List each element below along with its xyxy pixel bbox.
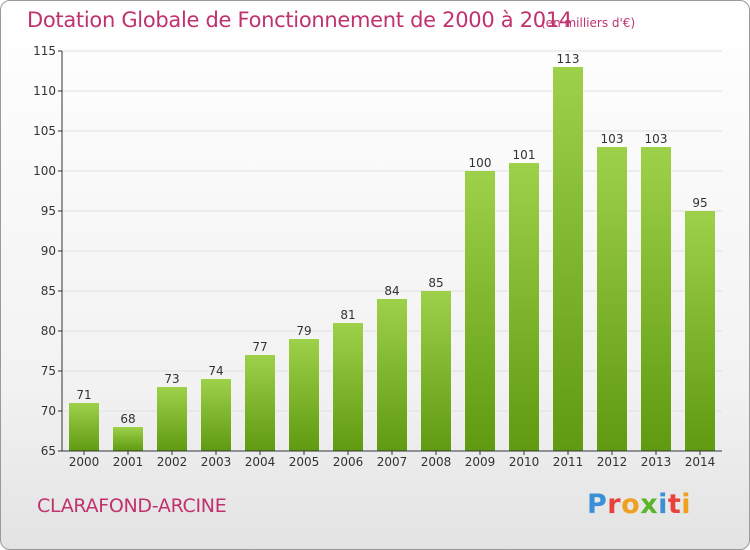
axis-layer: 65 70 75 80 85 90 95 100 105 110 115 2000 2001 2002 20…: [33, 44, 722, 469]
bar-value-label: 77: [252, 340, 267, 354]
bar: [113, 427, 143, 451]
bar-value-label: 100: [469, 156, 492, 170]
x-tick-label: 2005: [289, 455, 320, 469]
x-tick-label: 2010: [509, 455, 540, 469]
y-tick-label: 105: [33, 124, 56, 138]
bar: [201, 379, 231, 451]
bar: [289, 339, 319, 451]
y-tick-label: 80: [41, 324, 56, 338]
bar-value-label: 101: [513, 148, 536, 162]
bar-value-label: 113: [557, 52, 580, 66]
bar: [333, 323, 363, 451]
x-tick-label: 2013: [641, 455, 672, 469]
x-tick-label: 2006: [333, 455, 364, 469]
y-tick-label: 75: [41, 364, 56, 378]
y-tick-label: 115: [33, 44, 56, 58]
bar: [685, 211, 715, 451]
bar-value-label: 79: [296, 324, 311, 338]
chart-subtitle: (en milliers d'€): [541, 16, 636, 30]
bar-value-label: 84: [384, 284, 399, 298]
y-tick-label: 100: [33, 164, 56, 178]
x-tick-label: 2002: [157, 455, 188, 469]
x-tick-label: 2008: [421, 455, 452, 469]
bar: [377, 299, 407, 451]
bar-value-label: 95: [692, 196, 707, 210]
y-tick-label: 70: [41, 404, 56, 418]
y-tick-label: 110: [33, 84, 56, 98]
proxiti-logo: Proxiti: [587, 489, 692, 520]
x-tick-label: 2007: [377, 455, 408, 469]
x-tick-label: 2014: [685, 455, 716, 469]
bar-value-label: 103: [601, 132, 624, 146]
bar-value-label: 103: [645, 132, 668, 146]
x-tick-label: 2009: [465, 455, 496, 469]
chart-title: Dotation Globale de Fonctionnement de 20…: [27, 8, 572, 32]
bar-value-label: 71: [76, 388, 91, 402]
bar: [597, 147, 627, 451]
bar-layer: 71 68 73 74 77 79 81 84 85 100 101 113 103 103 95: [69, 52, 715, 451]
bar: [553, 67, 583, 451]
bar-value-label: 85: [428, 276, 443, 290]
bar: [245, 355, 275, 451]
bar: [421, 291, 451, 451]
x-tick-label: 2011: [553, 455, 584, 469]
bar-value-label: 73: [164, 372, 179, 386]
bar-value-label: 74: [208, 364, 223, 378]
y-tick-label: 90: [41, 244, 56, 258]
bar: [465, 171, 495, 451]
x-tick-label: 2004: [245, 455, 276, 469]
bar-value-label: 68: [120, 412, 135, 426]
x-tick-label: 2003: [201, 455, 232, 469]
x-tick-label: 2012: [597, 455, 628, 469]
commune-name: CLARAFOND-ARCINE: [37, 495, 227, 517]
y-tick-label: 85: [41, 284, 56, 298]
x-tick-label: 2001: [113, 455, 144, 469]
bar: [509, 163, 539, 451]
bar: [641, 147, 671, 451]
y-tick-label: 95: [41, 204, 56, 218]
bar: [157, 387, 187, 451]
bar-value-label: 81: [340, 308, 355, 322]
x-tick-label: 2000: [69, 455, 100, 469]
bar: [69, 403, 99, 451]
y-tick-label: 65: [41, 444, 56, 458]
